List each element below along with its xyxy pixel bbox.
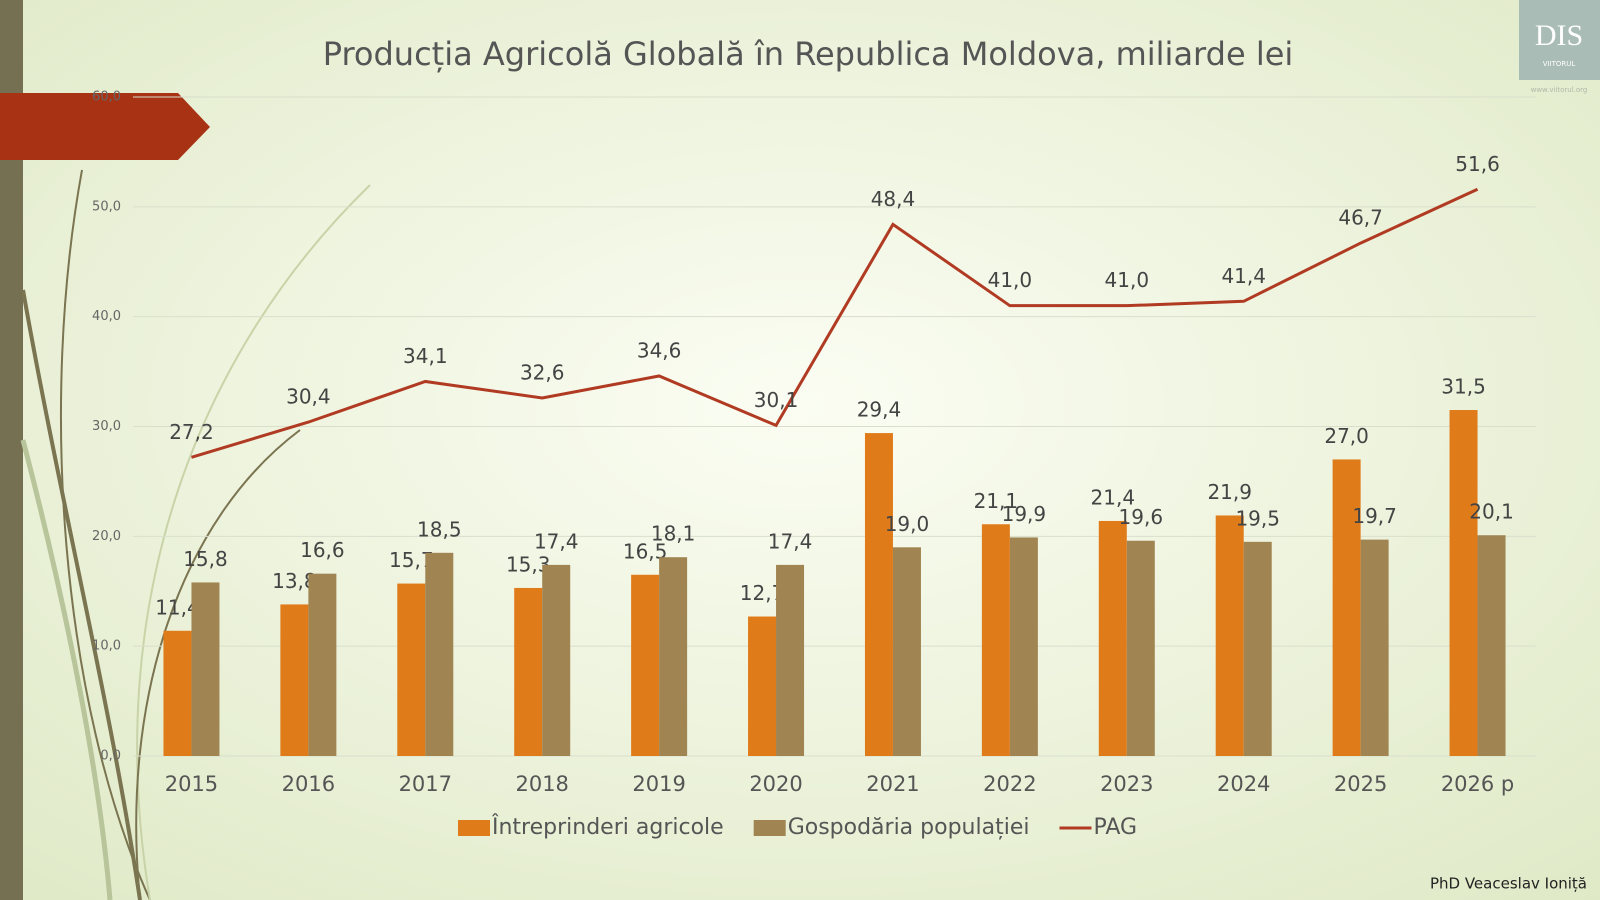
data-label: 46,7 [1338, 206, 1383, 230]
legend-label: PAG [1093, 815, 1137, 840]
data-label: 21,1 [974, 489, 1019, 513]
y-tick-label: 20,0 [92, 529, 121, 544]
data-label: 32,6 [520, 360, 565, 384]
legend-swatch [753, 820, 786, 836]
logo-url: www.viitorul.org [1531, 86, 1588, 94]
header-arrow [0, 93, 210, 160]
x-tick-label: 2023 [1100, 772, 1153, 796]
x-tick-label: 2026 p [1441, 772, 1514, 796]
side-stripe [0, 0, 23, 900]
x-tick-label: 2024 [1217, 772, 1270, 796]
bar [1332, 459, 1361, 756]
bar [191, 582, 220, 756]
data-label: 19,9 [1002, 502, 1047, 526]
bar [748, 616, 777, 756]
data-label: 34,6 [637, 338, 682, 362]
data-label: 30,4 [286, 385, 331, 409]
x-tick-label: 2017 [399, 772, 452, 796]
legend-label: Întreprinderi agricole [491, 814, 724, 840]
data-label: 19,5 [1235, 506, 1280, 530]
data-label: 48,4 [871, 187, 916, 211]
data-label: 27,2 [169, 420, 214, 444]
y-tick-label: 50,0 [92, 199, 121, 214]
legend-swatch [458, 820, 490, 836]
bar [1009, 537, 1038, 756]
data-label: 29,4 [857, 398, 902, 422]
data-label: 17,4 [534, 529, 579, 553]
bar [163, 630, 192, 756]
bar [1477, 535, 1506, 756]
line [191, 187, 1479, 459]
decor-curve [135, 429, 301, 900]
decor-curve [20, 439, 113, 900]
x-tick-label: 2019 [632, 772, 685, 796]
data-label: 17,4 [768, 529, 813, 553]
bar [397, 583, 426, 756]
data-label: 16,6 [300, 538, 345, 562]
x-tick-label: 2021 [866, 772, 919, 796]
chart-title: Producția Agricolă Globală în Republica … [323, 35, 1294, 73]
x-tick-label: 2025 [1334, 772, 1387, 796]
data-label: 18,5 [417, 517, 462, 541]
data-label: 34,1 [403, 344, 448, 368]
bar [631, 574, 660, 756]
data-label: 20,1 [1469, 500, 1514, 524]
x-tick-label: 2018 [515, 772, 568, 796]
bar [659, 557, 688, 756]
bar [1243, 541, 1272, 756]
decor-curve [21, 289, 142, 900]
x-tick-label: 2022 [983, 772, 1036, 796]
legend-label: Gospodăria populației [788, 815, 1030, 840]
data-label: 31,5 [1441, 375, 1486, 399]
data-label: 41,0 [988, 268, 1033, 292]
data-label: 18,1 [651, 522, 696, 546]
logo-subtext: VIITORUL [1543, 60, 1576, 68]
logo-box [1519, 0, 1600, 80]
bar [1098, 520, 1127, 756]
data-label: 41,4 [1221, 264, 1266, 288]
bar [425, 552, 454, 756]
data-label: 30,1 [754, 388, 799, 412]
bar [514, 587, 543, 756]
bar [542, 564, 571, 756]
data-label: 19,6 [1119, 505, 1164, 529]
data-label: 27,0 [1324, 424, 1369, 448]
data-label: 41,0 [1105, 268, 1150, 292]
bar [1215, 515, 1244, 756]
data-label: 15,8 [183, 547, 228, 571]
data-label: 21,9 [1207, 480, 1252, 504]
data-label: 21,4 [1091, 485, 1136, 509]
bar [1126, 540, 1155, 756]
x-tick-label: 2015 [165, 772, 218, 796]
bar [280, 604, 309, 756]
x-tick-label: 2016 [282, 772, 335, 796]
y-tick-label: 10,0 [92, 639, 121, 654]
y-tick-label: 40,0 [92, 309, 121, 324]
bar [776, 564, 805, 756]
y-tick-label: 60,0 [92, 90, 121, 105]
y-tick-label: 0,0 [100, 749, 121, 764]
bar [1360, 539, 1389, 756]
x-tick-label: 2020 [749, 772, 802, 796]
data-label: 19,0 [885, 512, 930, 536]
bar [1449, 410, 1478, 756]
y-tick-label: 30,0 [92, 419, 121, 434]
data-label: 51,6 [1455, 152, 1500, 176]
bar [892, 547, 921, 756]
bar [308, 573, 337, 756]
bar [981, 524, 1010, 756]
logo-text: DIS [1535, 19, 1583, 52]
footer: PhD Veaceslav Ioniță [1430, 875, 1587, 893]
bar [864, 433, 893, 756]
data-label: 19,7 [1352, 504, 1397, 528]
decor-curve [59, 169, 151, 900]
